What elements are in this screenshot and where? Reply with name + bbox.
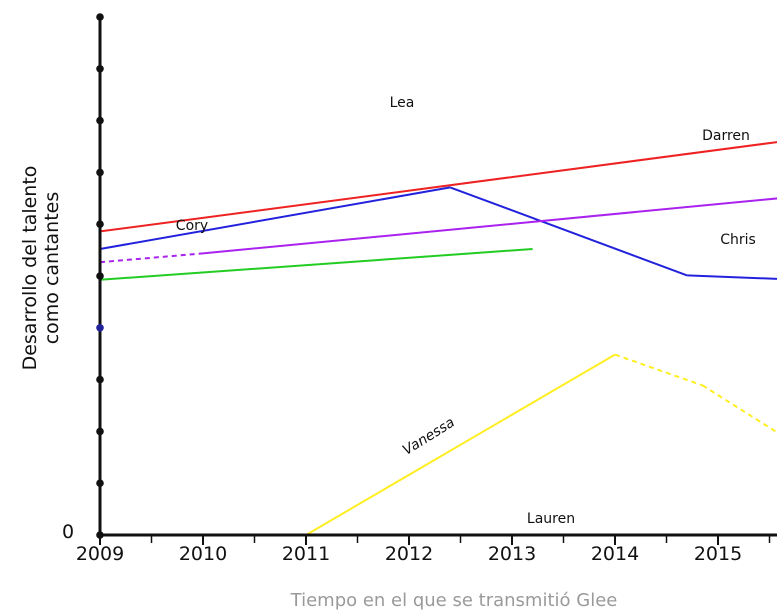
series-vanessa (98, 353, 777, 537)
darren-line-segment (99, 252, 204, 264)
y-axis-dot (96, 168, 104, 177)
vanessa-line-segment (614, 353, 703, 387)
series-cory (99, 248, 533, 281)
x-tick-label-2011: 2011 (282, 543, 330, 565)
x-axis-ticks: 2009 2010 2011 2012 2013 2014 2015 (76, 535, 771, 565)
x-tick-label-2015: 2015 (694, 543, 742, 565)
series-layer (98, 141, 777, 537)
series-label-lauren: Lauren (527, 511, 575, 527)
y-axis-dot (96, 427, 104, 436)
y-axis-dot (96, 272, 104, 280)
cory-line-segment (99, 248, 533, 281)
chris-line-segment (99, 186, 451, 250)
x-tick-label-2014: 2014 (591, 543, 639, 565)
lea-line-segment (99, 141, 777, 233)
darren-line-segment (202, 197, 777, 255)
x-tick-label-2010: 2010 (179, 543, 227, 565)
y-axis-dot (96, 116, 104, 125)
chris-line-segment (449, 186, 688, 277)
series-chris (99, 186, 777, 280)
y-axis-dot (96, 65, 104, 73)
series-darren (99, 197, 777, 264)
y-axis-dot (96, 375, 104, 384)
vanessa-line-segment (305, 353, 616, 536)
y-tick-label-zero: 0 (62, 521, 74, 543)
x-axis-title: Tiempo en el que se transmitió Glee (290, 590, 618, 611)
y-axis-title-line-2: como cantantes (41, 192, 63, 345)
series-lea (99, 141, 777, 233)
vanessa-line-segment (702, 384, 777, 434)
chris-line-segment (687, 274, 777, 280)
y-axis-dot (96, 479, 104, 488)
y-axis-dot (96, 220, 104, 228)
series-label-cory: Cory (176, 218, 208, 234)
x-tick-label-2012: 2012 (385, 543, 433, 565)
series-label-lea: Lea (390, 95, 415, 111)
y-axis-title-line-1: Desarrollo del talento (19, 166, 41, 371)
series-label-darren: Darren (702, 128, 750, 144)
y-axis-dot (96, 324, 104, 332)
x-tick-label-2013: 2013 (488, 543, 536, 565)
y-axis-dot (96, 13, 104, 21)
x-tick-label-2009: 2009 (76, 543, 124, 565)
series-label-chris: Chris (720, 232, 756, 248)
